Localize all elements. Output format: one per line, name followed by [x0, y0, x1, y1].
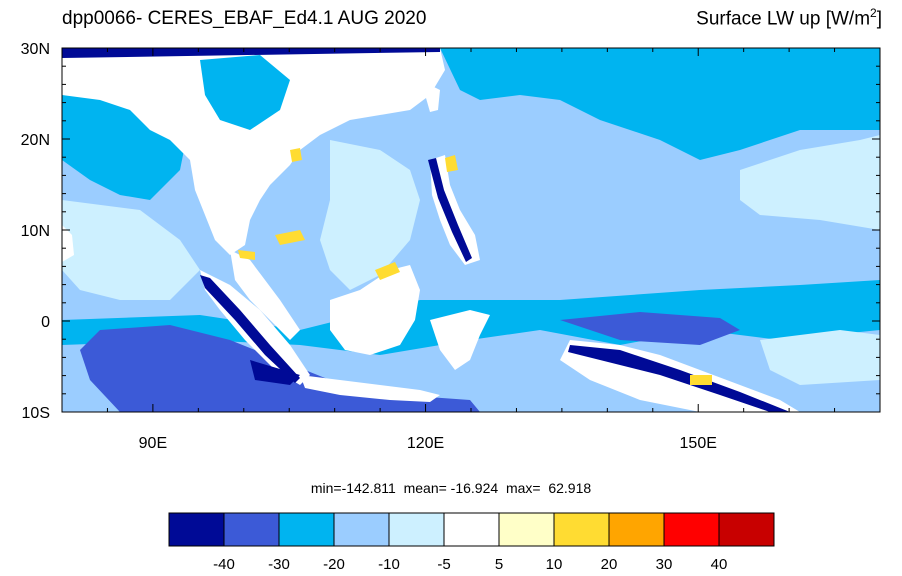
ocean-zone-andaman	[62, 200, 200, 300]
ocean-zone-pacific-south	[560, 312, 740, 345]
colorbar-swatch	[718, 512, 775, 547]
colorbar: -40 -30 -20 -10 -5 5 10 20 30 40	[168, 512, 775, 573]
ocean-zone-pacific-north	[440, 48, 880, 160]
axis-tick-labels: 90E 120E 150E 30N 20N 10N 0 10S	[21, 41, 717, 452]
warm-patch-philippines	[445, 155, 458, 172]
warm-patch-borneo	[375, 262, 400, 280]
land-sumatra-edge	[200, 275, 300, 383]
warm-patch-png	[690, 375, 712, 385]
colorbar-swatch	[278, 512, 335, 547]
lon-tick-label: 90E	[139, 435, 167, 452]
lon-tick-label: 150E	[680, 435, 717, 452]
variable-title: Surface LW up [W/m2]	[696, 6, 882, 30]
colorbar-swatch	[443, 512, 500, 547]
colorbar-label: 20	[601, 556, 618, 573]
colorbar-swatch	[168, 512, 225, 547]
warm-patch-vietnam	[290, 148, 302, 162]
lat-tick-label: 20N	[21, 132, 50, 149]
lat-tick-label: 0	[41, 314, 50, 331]
colorbar-label: -20	[323, 556, 345, 573]
ocean-zone-south-china-sea	[320, 140, 420, 290]
warm-patch-mekong	[275, 230, 305, 245]
map-title: dpp0066- CERES_EBAF_Ed4.1 AUG 2020	[62, 8, 427, 29]
colorbar-swatch	[223, 512, 280, 547]
colorbar-label: -40	[213, 556, 235, 573]
colorbar-label: 5	[495, 556, 503, 573]
lat-tick-label: 10N	[21, 223, 50, 240]
colorbar-swatch	[553, 512, 610, 547]
land-mainland-asia	[62, 48, 445, 255]
colorbar-label: -10	[378, 556, 400, 573]
warm-patch-andaman	[238, 250, 255, 260]
ocean-zone-west-pacific-light	[740, 135, 880, 230]
colorbar-swatch	[608, 512, 665, 547]
colorbar-swatch	[498, 512, 555, 547]
stat-min: min=-142.811	[310, 480, 396, 496]
colorbar-swatch	[663, 512, 720, 547]
lon-tick-label: 120E	[407, 435, 444, 452]
land-mainland-dark-edge	[62, 48, 440, 58]
map-field	[62, 48, 880, 412]
stat-max: max= 62.918	[505, 480, 592, 496]
stat-mean: mean= -16.924	[403, 480, 499, 496]
land-malay-peninsula	[230, 250, 300, 340]
land-philippines	[430, 155, 480, 265]
colorbar-label: 40	[711, 556, 728, 573]
land-mainland-dark-patch	[200, 55, 290, 130]
colorbar-swatch	[333, 512, 390, 547]
lat-tick-label: 10S	[22, 405, 50, 422]
statistics-line: min=-142.811 mean= -16.924 max= 62.918	[0, 480, 902, 496]
land-taiwan	[426, 85, 440, 112]
land-borneo	[330, 265, 420, 355]
ocean-zone-southeast	[760, 330, 880, 385]
axis-ticks	[61, 47, 881, 413]
colorbar-swatch	[388, 512, 445, 547]
land-sri-lanka	[62, 225, 74, 262]
land-philippines-edge	[428, 158, 472, 262]
colorbar-label: -30	[268, 556, 290, 573]
colorbar-label: 30	[656, 556, 673, 573]
colorbar-label: 10	[546, 556, 563, 573]
lat-tick-label: 30N	[21, 41, 50, 58]
land-java	[300, 375, 440, 402]
land-java-dark	[250, 360, 300, 385]
land-new-guinea-edge	[568, 345, 790, 412]
land-sulawesi	[430, 310, 490, 370]
colorbar-label: -5	[437, 556, 450, 573]
